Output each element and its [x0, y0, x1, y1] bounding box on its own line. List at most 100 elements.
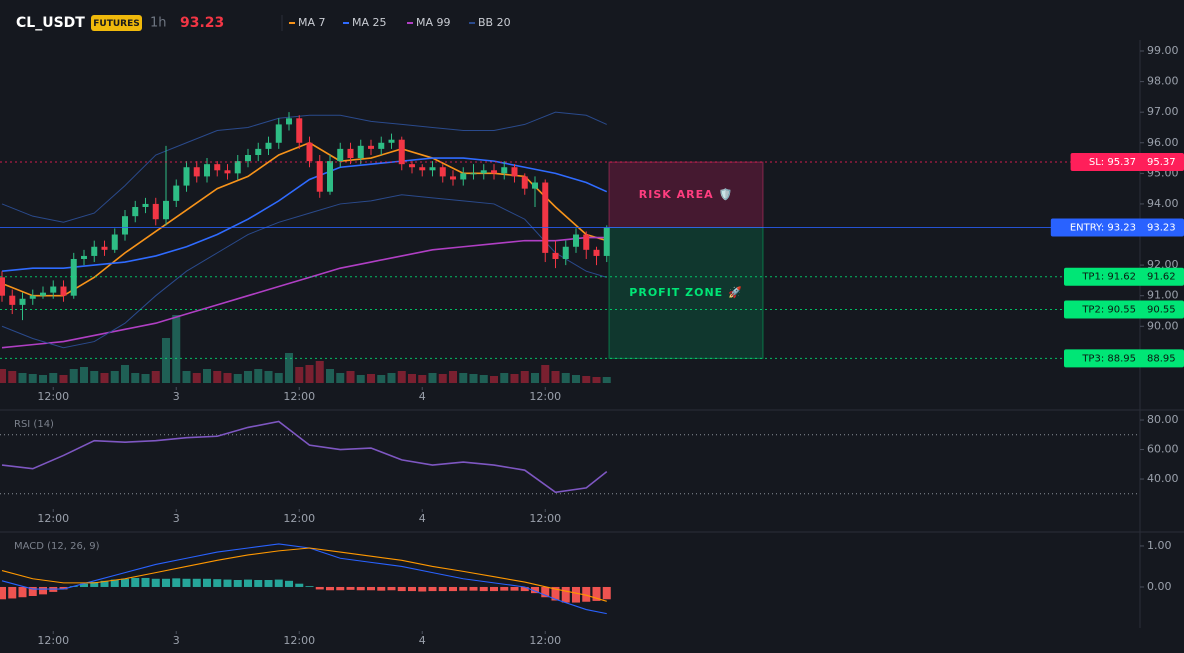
volume-bar	[49, 373, 58, 383]
candle-body	[19, 298, 26, 305]
candle-body	[142, 203, 149, 207]
macd-histogram-bar	[397, 586, 406, 592]
candle-body	[40, 292, 46, 296]
macd-histogram-bar	[336, 586, 345, 591]
volume-bar	[223, 373, 232, 383]
volume-bar	[438, 374, 447, 383]
macd-histogram-bar	[203, 578, 211, 587]
volume-bar	[0, 369, 6, 383]
volume-bar	[100, 373, 109, 383]
candle-body	[470, 173, 477, 175]
candle-body	[132, 206, 139, 217]
macd-histogram-bar	[264, 580, 273, 587]
macd-histogram-bar	[151, 578, 160, 587]
level-tag	[1050, 218, 1184, 237]
volume-bar	[408, 374, 416, 383]
volume-bar	[59, 375, 68, 383]
volume-bar	[264, 371, 273, 383]
candle-body	[306, 142, 313, 162]
candle-body	[460, 173, 467, 180]
volume-bar	[110, 371, 119, 383]
candle-body	[491, 170, 497, 174]
x-tick-label: 12:00	[37, 634, 69, 647]
macd-histogram-bar	[0, 586, 6, 600]
volume-bar	[141, 374, 150, 383]
candle-body	[152, 203, 159, 220]
volume-bar	[203, 369, 211, 383]
candle-body	[265, 142, 272, 149]
candle-body	[296, 118, 303, 143]
candle-body	[521, 176, 528, 189]
macd-histogram-bar	[213, 579, 222, 587]
y-tick-label: 0.00	[1147, 580, 1172, 593]
volume-bar	[367, 374, 375, 383]
volume-bar	[80, 367, 88, 383]
candle-body	[562, 246, 569, 259]
volume-bar	[305, 365, 314, 383]
candle-body	[532, 182, 538, 189]
y-tick-label: 90.00	[1147, 319, 1179, 332]
candle-body	[204, 164, 210, 177]
candle-body	[327, 161, 333, 192]
candle-body	[316, 161, 323, 192]
volume-bar	[151, 371, 160, 383]
level-value: 93.23	[1147, 222, 1176, 233]
macd-histogram-bar	[295, 583, 304, 587]
market-label: FUTURES	[93, 19, 139, 29]
level-label: TP2: 90.55	[1081, 304, 1136, 315]
volume-bar	[39, 375, 47, 383]
candle-body	[214, 164, 221, 171]
candle-body	[573, 234, 579, 247]
volume-bar	[233, 374, 242, 383]
y-tick-label: 60.00	[1147, 443, 1179, 456]
macd-histogram-bar	[367, 586, 375, 591]
y-tick-label: 97.00	[1147, 105, 1179, 118]
volume-bar	[274, 373, 283, 383]
volume-bar	[459, 373, 468, 383]
candle-body	[439, 167, 446, 177]
x-tick-label: 12:00	[37, 512, 69, 525]
volume-bar	[356, 375, 365, 383]
volume-bar	[172, 315, 181, 383]
candle-body	[101, 246, 108, 250]
x-tick-label: 3	[173, 390, 180, 403]
volume-bar	[428, 373, 437, 383]
level-label: TP3: 88.95	[1081, 353, 1136, 364]
interval[interactable]: 1h	[150, 16, 167, 31]
candle-body	[388, 139, 395, 143]
candle-body	[357, 145, 364, 159]
macd-histogram-bar	[326, 586, 334, 591]
volume-bar	[418, 375, 427, 383]
y-tick-label: 94.00	[1147, 197, 1179, 210]
market-badge	[91, 15, 142, 31]
macd-histogram-bar	[305, 586, 314, 587]
macd-histogram-bar	[254, 580, 263, 587]
macd-histogram-bar	[387, 586, 396, 591]
macd-histogram-bar	[315, 586, 324, 590]
macd-histogram-bar	[233, 580, 242, 587]
y-tick-label: 40.00	[1147, 472, 1179, 485]
macd-histogram-bar	[90, 582, 99, 587]
volume-bar	[121, 365, 129, 383]
volume-bar	[469, 374, 478, 383]
level-value: 95.37	[1147, 157, 1176, 168]
volume-bar	[213, 371, 222, 383]
x-tick-label: 12:00	[283, 634, 315, 647]
candle-body	[0, 277, 5, 296]
macd-histogram-bar	[162, 578, 170, 587]
level-tag	[1064, 349, 1184, 368]
macd-histogram-bar	[356, 586, 365, 591]
level-label: TP1: 91.62	[1081, 272, 1136, 283]
macd-histogram-bar	[469, 586, 478, 591]
pane-title: RSI (14)	[14, 419, 54, 430]
pane-title: MACD (12, 26, 9)	[14, 541, 100, 552]
x-tick-label: 12:00	[283, 390, 315, 403]
macd-line	[1, 547, 607, 602]
volume-bar	[69, 369, 78, 383]
candle-body	[255, 148, 262, 155]
candle-body	[193, 167, 200, 177]
macd-histogram-bar	[479, 586, 488, 592]
candle-body	[245, 155, 251, 162]
